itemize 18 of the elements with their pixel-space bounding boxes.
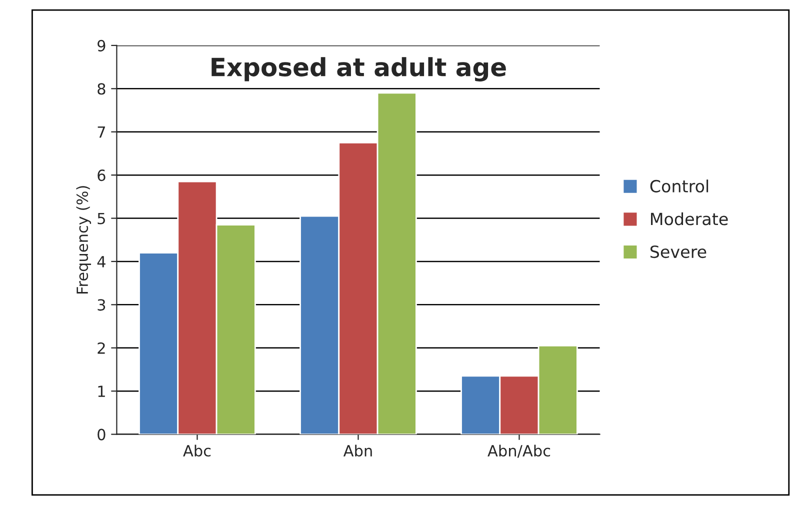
legend-label: Moderate — [651, 212, 728, 226]
y-tick-label: 4 — [97, 256, 106, 268]
y-tick-label: 8 — [98, 83, 106, 95]
y-tick-label: 3 — [98, 299, 106, 311]
x-tick-label: Abn — [343, 444, 372, 457]
y-tick-label: 7 — [98, 126, 106, 138]
y-tick-label: 9 — [98, 40, 106, 52]
chart-title: Exposed at adult age — [212, 57, 506, 82]
y-axis-title: Frequency (%) — [76, 186, 92, 294]
y-tick-label: 0 — [98, 428, 106, 440]
y-tick-label: 6 — [98, 170, 106, 182]
y-tick-label: 2 — [98, 342, 105, 354]
y-tick-label: 5 — [98, 212, 105, 224]
x-tick-label: Abn/Abc — [488, 444, 550, 458]
legend-label: Control — [650, 180, 708, 192]
x-tick-label: Abc — [183, 444, 211, 457]
legend-label: Severe — [650, 245, 706, 258]
y-tick-label: 1 — [98, 386, 105, 397]
